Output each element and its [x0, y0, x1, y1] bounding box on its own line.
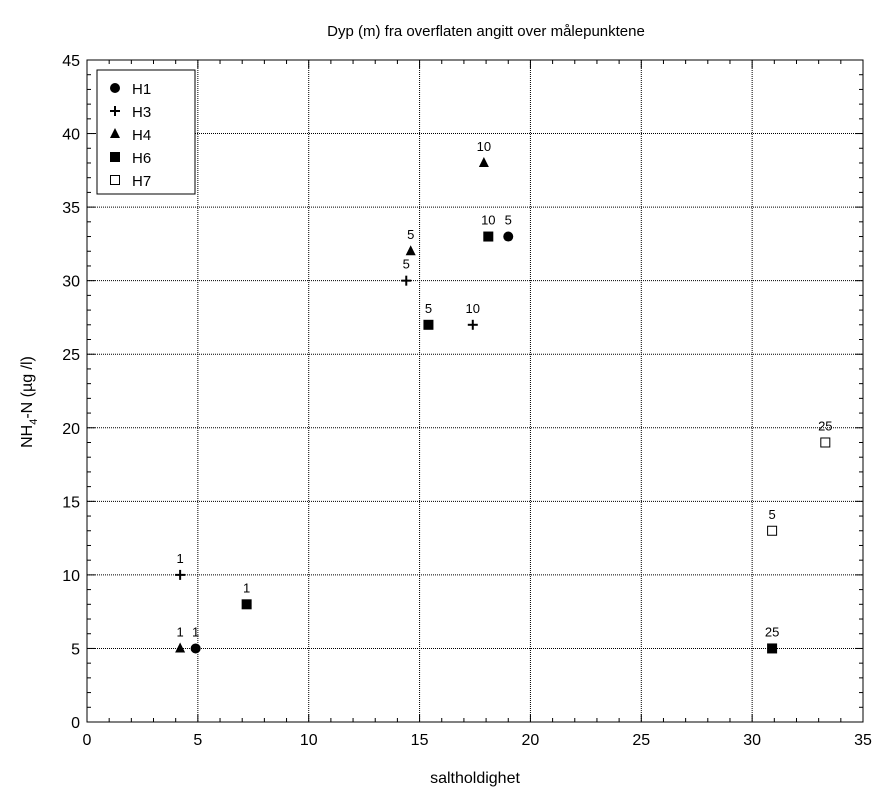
- y-tick-label: 10: [62, 568, 80, 585]
- legend: H1 H3 H4 H6 H7: [96, 69, 196, 195]
- point-label-h4: 5: [407, 227, 414, 242]
- legend-marker-h4: [110, 128, 120, 138]
- y-tick-label: 45: [62, 53, 80, 70]
- point-label-h4: 1: [177, 624, 184, 639]
- y-tick-label: 35: [62, 200, 80, 217]
- y-axis-label: NH4-N (µg /l): [19, 356, 40, 448]
- data-point-h3: [401, 275, 412, 286]
- y-tick-label: 40: [62, 127, 80, 144]
- x-tick-label: 15: [411, 732, 429, 749]
- x-axis-label: saltholdighet: [430, 770, 520, 787]
- data-point-h1: [190, 643, 201, 654]
- legend-label-h7: H7: [132, 173, 151, 190]
- point-label-h3: 1: [177, 551, 184, 566]
- data-point-h7: [767, 525, 778, 536]
- x-tick-label: 25: [632, 732, 650, 749]
- data-point-h1: [503, 231, 514, 242]
- point-label-h7: 25: [818, 418, 832, 433]
- data-point-h4: [175, 642, 186, 653]
- point-label-h4: 10: [477, 139, 491, 154]
- data-point-h4: [405, 245, 416, 256]
- y-tick-label: 5: [71, 641, 80, 658]
- x-tick-label: 20: [522, 732, 540, 749]
- point-label-h6: 10: [481, 213, 495, 228]
- point-label-h7: 5: [768, 507, 775, 522]
- y-tick-label: 20: [62, 421, 80, 438]
- data-point-h6: [241, 599, 252, 610]
- point-label-h1: 1: [192, 624, 199, 639]
- x-tick-label: 30: [743, 732, 761, 749]
- legend-label-h3: H3: [132, 104, 151, 121]
- y-axis-label-main: NH: [19, 425, 36, 448]
- y-tick-label: 15: [62, 494, 80, 511]
- x-tick-label: 0: [83, 732, 92, 749]
- data-point-h3: [175, 569, 186, 580]
- data-point-h7: [820, 437, 831, 448]
- legend-marker-h6: [110, 152, 120, 162]
- chart-title: Dyp (m) fra overflaten angitt over målep…: [327, 23, 645, 40]
- data-point-h6: [767, 643, 778, 654]
- point-label-h1: 5: [505, 213, 512, 228]
- x-tick-label: 35: [854, 732, 872, 749]
- legend-label-h4: H4: [132, 127, 151, 144]
- legend-marker-h7: [110, 175, 120, 185]
- grid-lines: [87, 60, 863, 722]
- data-point-h6: [483, 231, 494, 242]
- legend-marker-h1: [110, 83, 120, 93]
- point-label-h3: 5: [403, 257, 410, 272]
- point-label-h3: 10: [466, 301, 480, 316]
- plot-area-frame: [86, 59, 864, 723]
- point-label-h6: 25: [765, 624, 779, 639]
- legend-marker-h3: [110, 106, 120, 116]
- point-label-h6: 5: [425, 301, 432, 316]
- y-axis-label-subscript: 4: [28, 419, 40, 425]
- legend-label-h1: H1: [132, 81, 151, 98]
- data-point-h6: [423, 319, 434, 330]
- data-point-h4: [478, 156, 489, 167]
- legend-label-h6: H6: [132, 150, 151, 167]
- x-tick-label: 5: [193, 732, 202, 749]
- data-point-h3: [467, 319, 478, 330]
- y-axis-label-tail: -N (µg /l): [19, 356, 36, 419]
- y-tick-label: 25: [62, 347, 80, 364]
- y-tick-label: 0: [71, 715, 80, 732]
- x-tick-label: 10: [300, 732, 318, 749]
- y-tick-label: 30: [62, 274, 80, 291]
- point-label-h6: 1: [243, 580, 250, 595]
